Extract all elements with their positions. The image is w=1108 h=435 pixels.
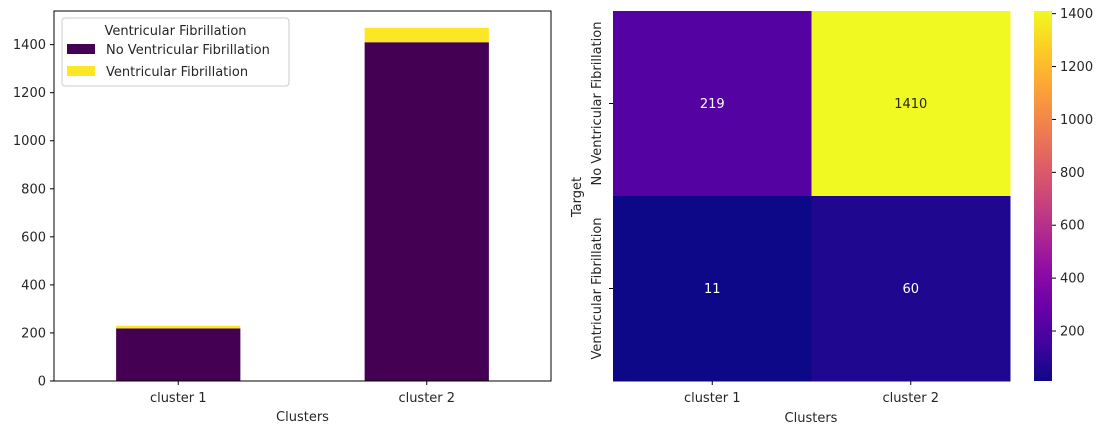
heatmap-cell-no-ventricular-fibrillation-cluster-1 (613, 11, 812, 197)
legend-label-ventricular-fibrillation: Ventricular Fibrillation (106, 65, 248, 80)
bar-cluster-2-ventricular-fibrillation (364, 27, 489, 43)
y-axis-ticks: 0 200 400 600 800 1000 1200 1400 (13, 38, 54, 390)
colorbar: 200 400 600 800 1000 1200 1400 (1034, 7, 1093, 381)
y-tick-label: 600 (21, 230, 46, 245)
heatmap-x-ticks: cluster 1 cluster 2 (684, 381, 939, 406)
legend-title: Ventricular Fibrillation (104, 24, 246, 39)
bar-marks (116, 27, 489, 381)
y-tick-label: 0 (38, 375, 46, 390)
heatmap-cells: 219 1410 11 60 (613, 11, 1011, 382)
bar-cluster-1-ventricular-fibrillation (116, 325, 241, 329)
legend-swatch-no-ventricular-fibrillation (67, 44, 95, 54)
y-tick-label: 800 (21, 182, 46, 197)
colorbar-tick-label: 200 (1060, 325, 1085, 340)
plot-frame (53, 10, 552, 382)
heatmap-cell-value: 11 (704, 282, 721, 297)
x-axis-ticks: cluster 1 cluster 2 (150, 381, 455, 406)
heatmap-y-axis-label: Target (570, 177, 585, 218)
heatmap-x-tick-label-cluster-1: cluster 1 (684, 391, 741, 406)
heatmap-x-tick-label-cluster-2: cluster 2 (882, 391, 939, 406)
y-tick-label: 1400 (13, 38, 46, 53)
colorbar-tick-label: 800 (1060, 166, 1085, 181)
heatmap-y-tick-label-ventricular-fibrillation: Ventricular Fibrillation (590, 217, 605, 359)
heatmap-cell-value: 219 (700, 97, 725, 112)
y-tick-label: 1200 (13, 86, 46, 101)
colorbar-ticks: 200 400 600 800 1000 1200 1400 (1052, 7, 1093, 340)
colorbar-tick-label: 1000 (1060, 113, 1093, 128)
colorbar-tick-label: 1400 (1060, 7, 1093, 22)
colorbar-tick-label: 600 (1060, 219, 1085, 234)
y-tick-label: 1000 (13, 134, 46, 149)
heatmap-cell-ventricular-fibrillation-cluster-1 (613, 196, 812, 382)
heatmap-cell-value: 1410 (894, 97, 927, 112)
colorbar-tick-label: 1200 (1060, 60, 1093, 75)
bar-cluster-2-no-ventricular-fibrillation (364, 42, 489, 381)
y-tick-label: 400 (21, 278, 46, 293)
x-axis-label: Clusters (276, 410, 329, 425)
legend: Ventricular Fibrillation No Ventricular … (61, 17, 290, 87)
bar-cluster-1-no-ventricular-fibrillation (116, 328, 241, 381)
x-tick-label-cluster-2: cluster 2 (398, 391, 455, 406)
x-tick-label-cluster-1: cluster 1 (150, 391, 207, 406)
legend-swatch-ventricular-fibrillation (67, 66, 95, 76)
heatmap-y-tick-label-no-ventricular-fibrillation: No Ventricular Fibrillation (590, 22, 605, 186)
heatmap-cell-no-ventricular-fibrillation-cluster-2 (811, 11, 1011, 197)
heatmap-x-axis-label: Clusters (785, 411, 838, 426)
colorbar-tick-label: 400 (1060, 272, 1085, 287)
legend-box (61, 17, 290, 87)
heatmap-cell-ventricular-fibrillation-cluster-2 (811, 196, 1011, 382)
colorbar-gradient (1034, 11, 1052, 381)
heatmap-y-ticks: No Ventricular Fibrillation Ventricular F… (590, 22, 613, 360)
legend-label-no-ventricular-fibrillation: No Ventricular Fibrillation (106, 43, 270, 58)
heatmap-cell-value: 60 (902, 282, 919, 297)
heatmap-chart: 219 1410 11 60 cluster 1 cluster 2 No Ventri… (570, 11, 1011, 426)
y-tick-label: 200 (21, 326, 46, 341)
